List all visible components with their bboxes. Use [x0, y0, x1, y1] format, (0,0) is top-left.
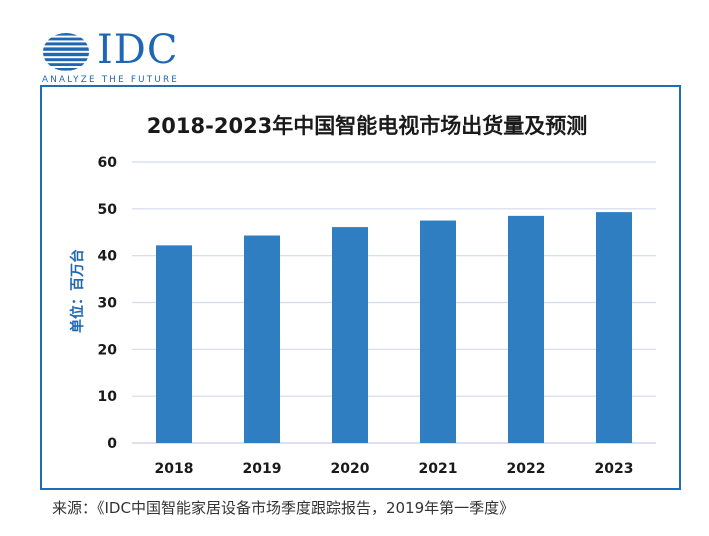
y-tick-label: 60	[98, 155, 118, 171]
y-tick-label: 20	[98, 342, 118, 358]
idc-wordmark: IDC	[97, 27, 179, 73]
y-tick-label: 30	[98, 296, 118, 312]
y-axis-ticks: 0 10 20 30 40 50 60	[98, 155, 118, 452]
source-note: 来源：《IDC中国智能家居设备市场季度跟踪报告，2019年第一季度》	[52, 499, 515, 517]
y-tick-label: 10	[98, 389, 118, 405]
x-axis-ticks: 2018 2019 2020 2021 2022 2023	[155, 461, 634, 477]
chart-title: 2018-2023年中国智能电视市场出货量及预测	[147, 114, 588, 138]
bar-2018	[156, 245, 192, 443]
bars	[156, 212, 632, 443]
bar-2021	[420, 220, 456, 443]
bar-2019	[244, 235, 280, 443]
x-tick-label: 2018	[155, 461, 194, 477]
x-tick-label: 2020	[331, 461, 370, 477]
x-tick-label: 2023	[595, 461, 634, 477]
idc-tagline: ANALYZE THE FUTURE	[42, 75, 180, 85]
x-tick-label: 2022	[507, 461, 546, 477]
y-tick-label: 0	[107, 436, 117, 452]
y-tick-label: 40	[98, 249, 118, 265]
y-axis-label: 单位：百万台	[69, 249, 86, 333]
y-tick-label: 50	[98, 202, 118, 218]
bar-2020	[332, 227, 368, 443]
x-tick-label: 2021	[419, 461, 458, 477]
grid-lines	[132, 161, 656, 444]
idc-logo: IDC ANALYZE THE FUTURE	[42, 27, 192, 88]
bar-2023	[596, 212, 632, 443]
idc-globe-icon	[43, 33, 89, 71]
bar-2022	[508, 215, 544, 443]
x-tick-label: 2019	[243, 461, 282, 477]
